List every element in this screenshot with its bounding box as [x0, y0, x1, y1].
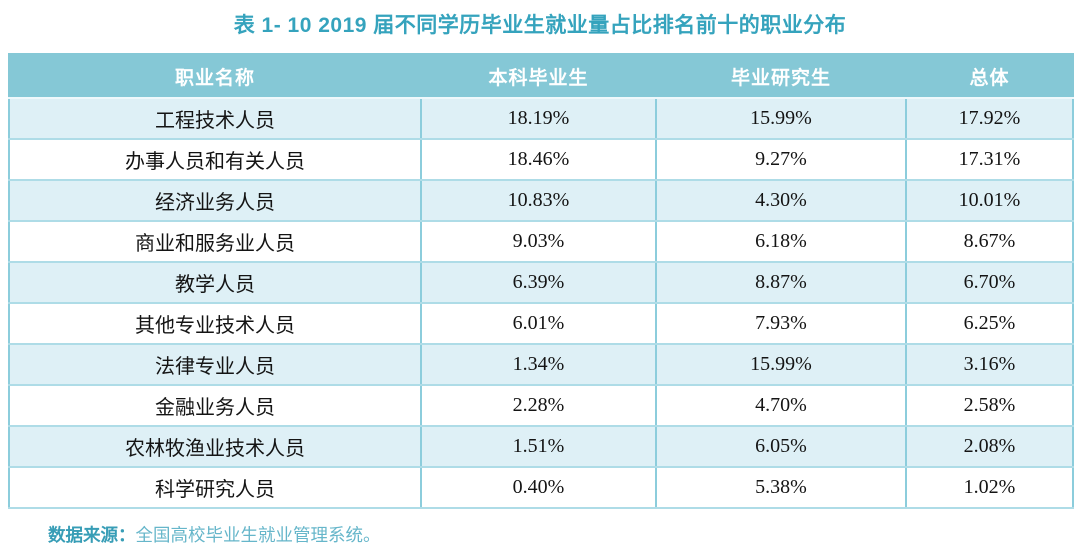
source-note-label: 数据来源：: [48, 525, 136, 545]
cell-occupation: 法律专业人员: [8, 343, 422, 386]
table-row-clerical: 办事人员和有关人员 18.46% 9.27% 17.31%: [8, 138, 1074, 181]
table-row-agriculture: 农林牧渔业技术人员 1.51% 6.05% 2.08%: [8, 425, 1074, 468]
table-title: 表 1- 10 2019 届不同学历毕业生就业量占比排名前十的职业分布: [233, 14, 847, 37]
cell-undergraduate-pct: 18.19%: [420, 97, 657, 140]
cell-overall-pct: 6.25%: [905, 302, 1074, 345]
cell-postgraduate-pct: 6.18%: [655, 220, 907, 263]
cell-overall-pct: 17.31%: [905, 138, 1074, 181]
cell-occupation: 办事人员和有关人员: [8, 138, 422, 181]
cell-occupation: 农林牧渔业技术人员: [8, 425, 422, 468]
cell-undergraduate-pct: 6.01%: [420, 302, 657, 345]
cell-overall-pct: 6.70%: [905, 261, 1074, 304]
table-row-scientific-research: 科学研究人员 0.40% 5.38% 1.02%: [8, 466, 1074, 509]
cell-postgraduate-pct: 15.99%: [655, 97, 907, 140]
cell-postgraduate-pct: 6.05%: [655, 425, 907, 468]
cell-undergraduate-pct: 0.40%: [420, 466, 657, 509]
col-header-undergraduate: 本科毕业生: [420, 53, 657, 99]
col-header-overall: 总体: [905, 53, 1074, 99]
cell-undergraduate-pct: 2.28%: [420, 384, 657, 427]
cell-occupation: 教学人员: [8, 261, 422, 304]
cell-overall-pct: 10.01%: [905, 179, 1074, 222]
cell-undergraduate-pct: 10.83%: [420, 179, 657, 222]
cell-undergraduate-pct: 1.51%: [420, 425, 657, 468]
cell-overall-pct: 8.67%: [905, 220, 1074, 263]
table-row-teaching: 教学人员 6.39% 8.87% 6.70%: [8, 261, 1074, 304]
cell-occupation: 商业和服务业人员: [8, 220, 422, 263]
source-note: 数据来源：全国高校毕业生就业管理系统。: [48, 522, 1080, 547]
source-note-text: 全国高校毕业生就业管理系统。: [135, 525, 381, 545]
table-row-economic: 经济业务人员 10.83% 4.30% 10.01%: [8, 179, 1074, 222]
cell-overall-pct: 2.08%: [905, 425, 1074, 468]
col-header-postgraduate: 毕业研究生: [655, 53, 907, 99]
cell-occupation: 工程技术人员: [8, 97, 422, 140]
cell-overall-pct: 17.92%: [905, 97, 1074, 140]
cell-overall-pct: 3.16%: [905, 343, 1074, 386]
cell-occupation: 其他专业技术人员: [8, 302, 422, 345]
cell-overall-pct: 2.58%: [905, 384, 1074, 427]
table-row-legal: 法律专业人员 1.34% 15.99% 3.16%: [8, 343, 1074, 386]
cell-undergraduate-pct: 6.39%: [420, 261, 657, 304]
cell-postgraduate-pct: 9.27%: [655, 138, 907, 181]
occupation-distribution-table: 职业名称 本科毕业生 毕业研究生 总体 工程技术人员 18.19% 15.99%…: [8, 53, 1074, 509]
col-header-occupation: 职业名称: [8, 53, 422, 99]
table-row-other-technical: 其他专业技术人员 6.01% 7.93% 6.25%: [8, 302, 1074, 345]
cell-undergraduate-pct: 9.03%: [420, 220, 657, 263]
cell-occupation: 科学研究人员: [8, 466, 422, 509]
cell-occupation: 金融业务人员: [8, 384, 422, 427]
table-row-finance: 金融业务人员 2.28% 4.70% 2.58%: [8, 384, 1074, 427]
table-row-commerce-service: 商业和服务业人员 9.03% 6.18% 8.67%: [8, 220, 1074, 263]
cell-undergraduate-pct: 1.34%: [420, 343, 657, 386]
cell-postgraduate-pct: 4.70%: [655, 384, 907, 427]
cell-occupation: 经济业务人员: [8, 179, 422, 222]
cell-overall-pct: 1.02%: [905, 466, 1074, 509]
cell-postgraduate-pct: 7.93%: [655, 302, 907, 345]
cell-undergraduate-pct: 18.46%: [420, 138, 657, 181]
cell-postgraduate-pct: 15.99%: [655, 343, 907, 386]
table-header-row: 职业名称 本科毕业生 毕业研究生 总体: [8, 53, 1074, 99]
cell-postgraduate-pct: 5.38%: [655, 466, 907, 509]
table-row-engineering: 工程技术人员 18.19% 15.99% 17.92%: [8, 97, 1074, 140]
cell-postgraduate-pct: 4.30%: [655, 179, 907, 222]
cell-postgraduate-pct: 8.87%: [655, 261, 907, 304]
